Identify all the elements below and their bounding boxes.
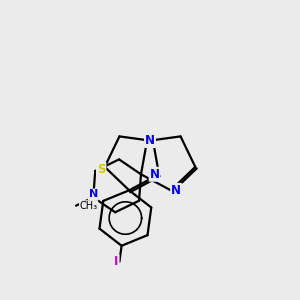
Text: N: N xyxy=(88,189,98,200)
Text: N: N xyxy=(150,168,160,181)
Text: I: I xyxy=(114,255,118,268)
Text: CH₃: CH₃ xyxy=(80,201,98,211)
Text: N: N xyxy=(145,134,155,147)
Text: S: S xyxy=(97,163,105,176)
Text: N: N xyxy=(171,184,181,197)
